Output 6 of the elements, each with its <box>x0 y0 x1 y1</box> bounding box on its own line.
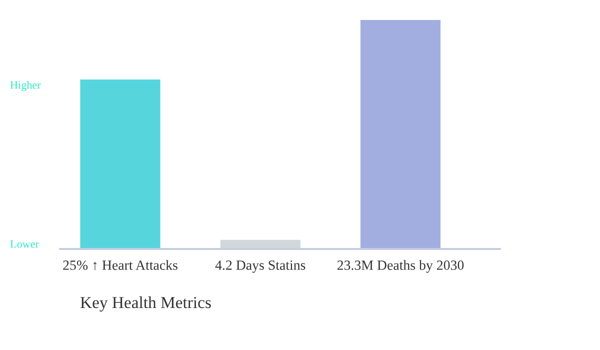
x-tick-label: 23.3M Deaths by 2030 <box>337 260 464 273</box>
x-tick-label: 4.2 Days Statins <box>215 260 306 273</box>
text: Lower <box>10 240 39 248</box>
x-tick-label: 25% ↑ Heart Attacks <box>63 260 178 270</box>
text: Key Health Metrics <box>80 296 211 312</box>
text: Higher <box>10 80 41 92</box>
